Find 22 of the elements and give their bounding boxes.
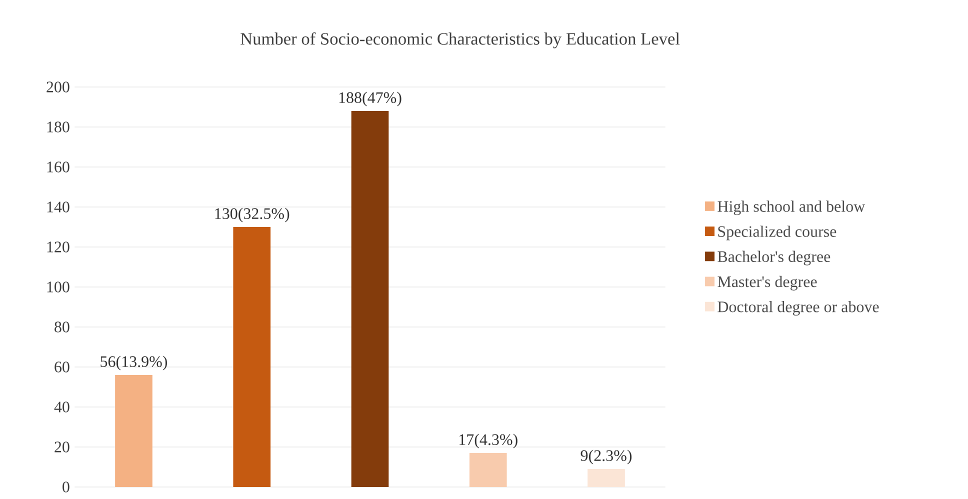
y-tick-label: 0 <box>62 482 70 492</box>
y-tick-label: 40 <box>54 402 70 412</box>
data-label: 9(2.3%) <box>580 450 632 464</box>
y-tick-label: 160 <box>47 162 70 172</box>
chart-title: Number of Socio-economic Characteristics by Education Level <box>240 32 680 48</box>
y-tick-label: 20 <box>54 442 70 452</box>
y-tick-label: 140 <box>47 202 70 212</box>
legend-label: High school and below <box>718 200 866 216</box>
legend-label: Specialized course <box>718 226 836 240</box>
data-label: 17(4.3%) <box>460 434 518 448</box>
y-tick-label: 180 <box>47 122 70 132</box>
y-tick-label: 120 <box>47 242 70 252</box>
y-tick-label: 80 <box>54 322 70 332</box>
y-tick-label: 60 <box>54 362 70 372</box>
data-label: 130(32.5%) <box>215 208 290 222</box>
y-tick-label: 100 <box>47 282 70 292</box>
legend-label: Doctoral degree or above <box>718 300 879 316</box>
legend-label: Master's degree <box>718 276 817 290</box>
data-label: 188(47%) <box>339 92 402 106</box>
data-label: 56(13.9%) <box>100 356 168 370</box>
legend-label: Bachelor's degree <box>718 250 830 266</box>
y-tick-label: 200 <box>46 82 70 92</box>
